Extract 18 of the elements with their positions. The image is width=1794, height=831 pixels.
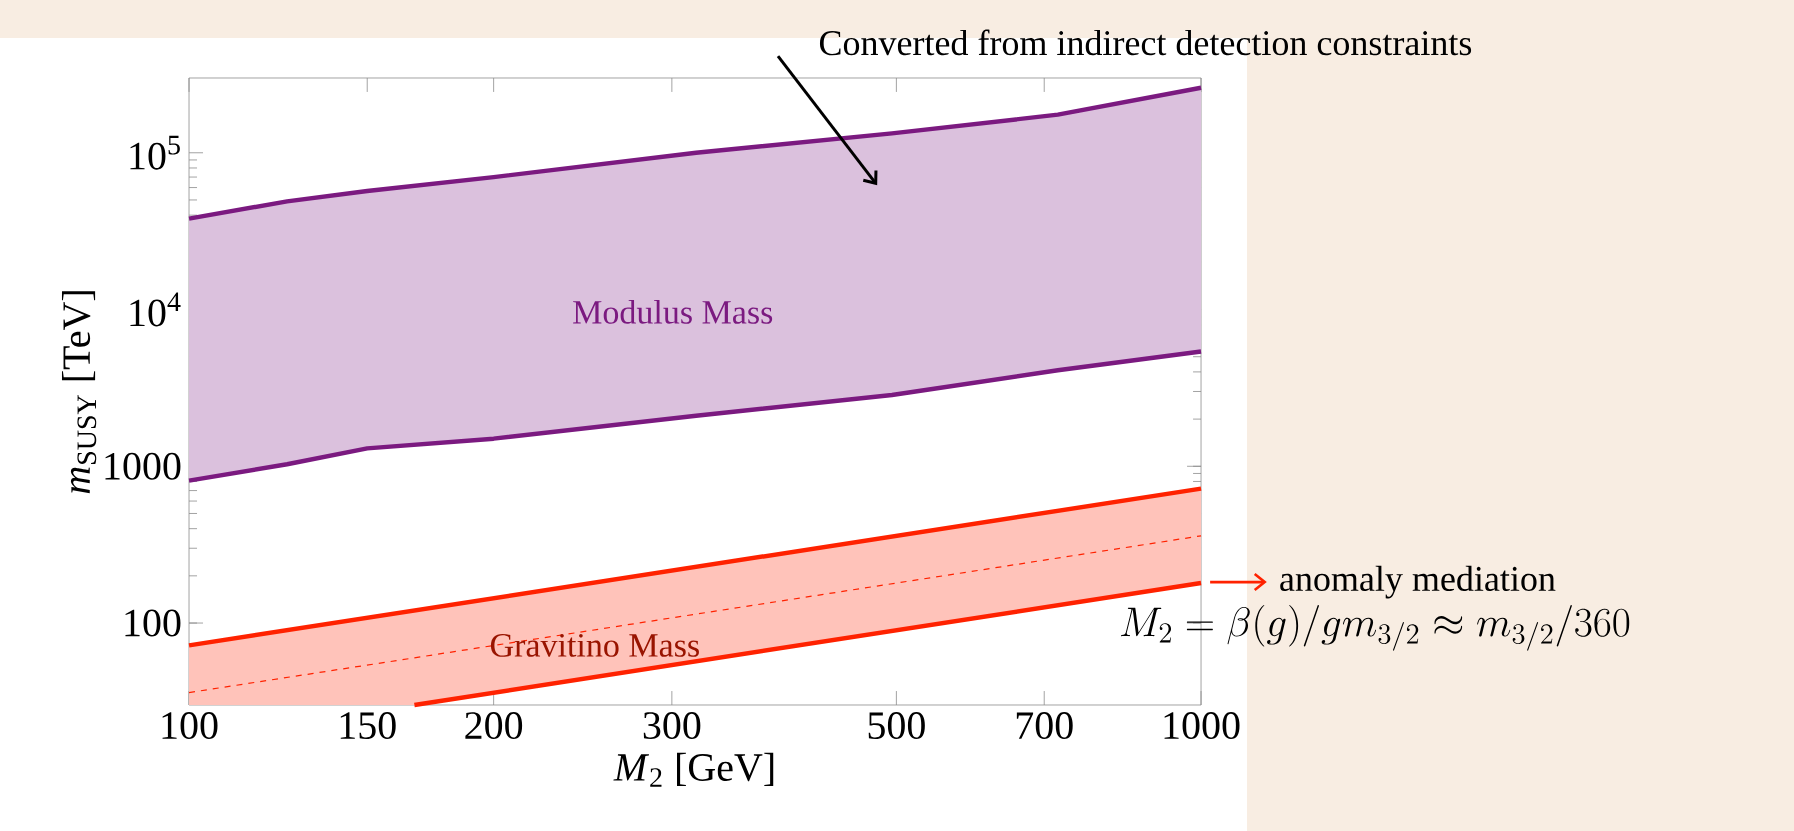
annotation: Gravitino Mass [490, 634, 699, 657]
y-tick-label: 10$^{4}$ [130, 292, 181, 327]
y-tick-label: 1000 [105, 452, 181, 480]
y-tick-label: 10$^{5}$ [130, 135, 180, 170]
x-tick-label: 200 [465, 712, 523, 740]
y-tick-label: 100 [125, 609, 181, 637]
annotation: $M_2 = \beta(g)/gm_{3/2} \approx m_{3/2}/360$ [1121, 605, 1630, 651]
x-axis-title: M$_{2}$ [GeV] [613, 752, 774, 787]
x-tick-label: 700 [1016, 712, 1073, 740]
x-tick-label: 500 [868, 712, 925, 740]
x-tick-label: 1000 [1164, 712, 1240, 740]
text: Converted from indirect detection constraints [819, 29, 1472, 56]
x-tick-label: 100 [162, 712, 218, 740]
x-tick-label: 150 [340, 712, 396, 740]
annotation: Modulus Mass [573, 299, 773, 324]
y-axis-title: m$_{SUSY}$ [TeV] [61, 291, 97, 494]
text: anomaly mediation [1280, 565, 1556, 599]
x-tick-label: 300 [643, 712, 701, 740]
